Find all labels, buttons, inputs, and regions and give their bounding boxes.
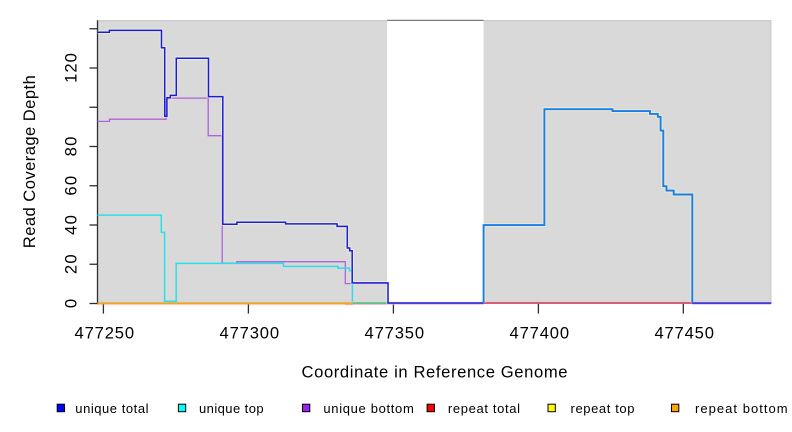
svg-text:477400: 477400	[510, 323, 570, 342]
svg-text:unique total: unique total	[75, 401, 148, 416]
svg-text:repeat bottom: repeat bottom	[695, 401, 788, 416]
svg-text:20: 20	[61, 254, 80, 274]
svg-text:unique top: unique top	[199, 401, 264, 416]
svg-text:477250: 477250	[75, 323, 135, 342]
svg-text:repeat total: repeat total	[448, 401, 520, 416]
svg-text:Read Coverage Depth: Read Coverage Depth	[20, 75, 39, 248]
svg-text:0: 0	[61, 299, 80, 308]
svg-text:repeat top: repeat top	[571, 401, 635, 416]
svg-text:120: 120	[61, 53, 80, 83]
svg-text:60: 60	[61, 176, 80, 196]
svg-text:477450: 477450	[654, 323, 714, 342]
svg-text:80: 80	[61, 137, 80, 157]
svg-text:unique bottom: unique bottom	[323, 401, 413, 416]
svg-text:Coordinate in Reference Genome: Coordinate in Reference Genome	[302, 362, 568, 381]
svg-text:477350: 477350	[365, 323, 425, 342]
svg-text:40: 40	[61, 215, 80, 235]
svg-text:477300: 477300	[220, 323, 279, 342]
